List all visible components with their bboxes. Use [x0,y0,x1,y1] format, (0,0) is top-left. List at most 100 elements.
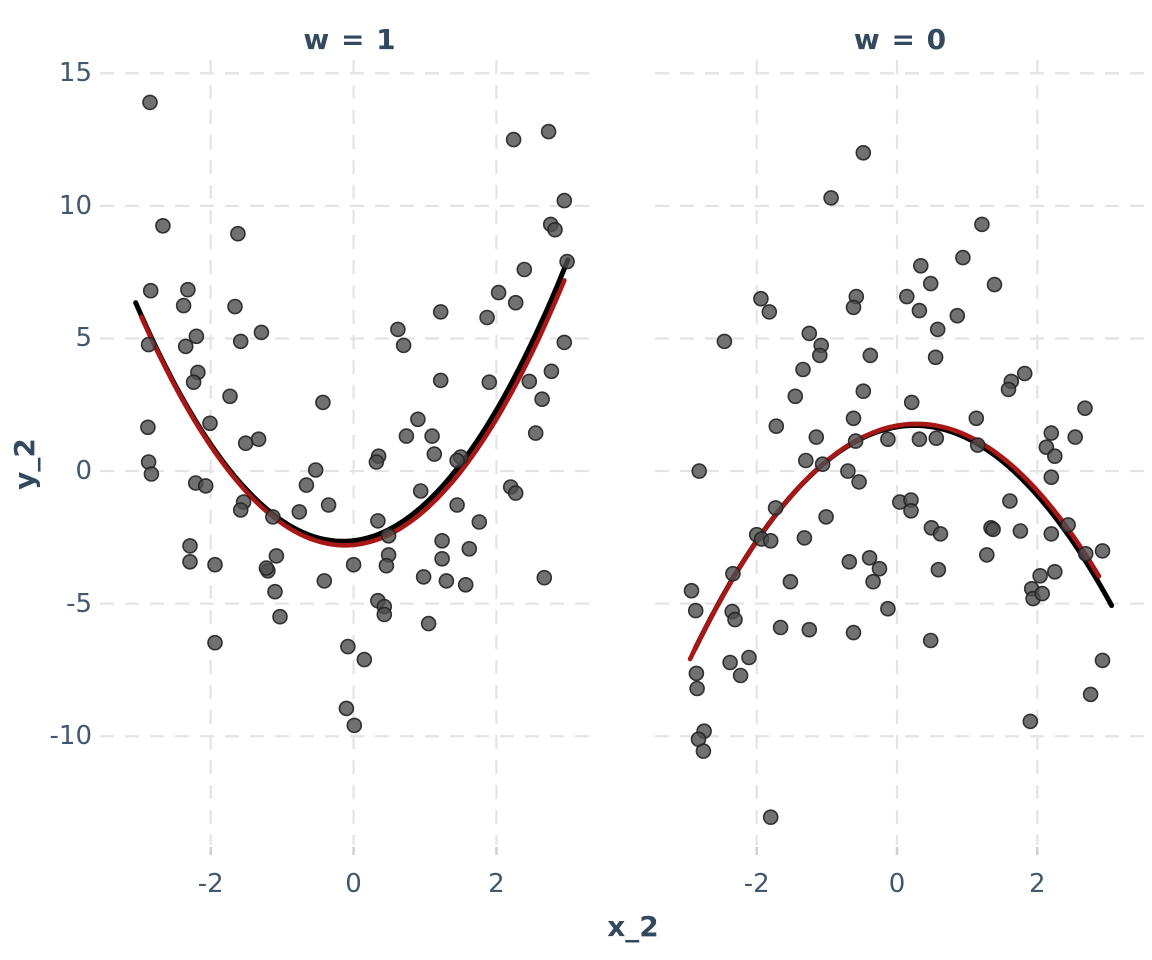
data-point [949,307,966,324]
data-point [142,282,159,299]
data-point [767,500,784,516]
data-point [267,583,283,600]
data-point [202,415,218,432]
data-point [232,333,249,350]
data-point [855,145,872,161]
data-point [395,337,412,354]
data-point [695,743,712,759]
facet-title-w0: w = 0 [853,23,948,56]
data-point [376,606,393,623]
data-point [390,321,406,338]
data-point [457,576,474,593]
data-point [507,485,524,501]
data-point [197,478,214,494]
data-point [272,608,288,625]
data-point [180,281,196,298]
data-point [787,388,804,405]
data-point [356,651,373,668]
data-point [380,527,397,544]
data-point [346,717,363,734]
data-point [175,297,192,314]
data-point [543,363,560,380]
data-point [232,502,249,518]
data-point [182,553,198,570]
truth-curve [133,257,571,544]
data-point [434,532,450,549]
data-point [182,538,198,554]
data-point [307,462,324,478]
data-point [185,374,202,391]
y-tick-label: 10 [58,190,92,221]
x-tick-label: 2 [1028,869,1046,899]
data-point [955,249,971,266]
data-point [687,602,704,619]
data-point [412,483,429,499]
data-point [1043,425,1060,441]
data-point [1012,523,1029,539]
data-point [368,454,385,470]
data-point [968,410,985,427]
x-tick-label: -2 [743,869,770,899]
data-point [808,429,825,445]
data-point [911,431,928,448]
data-point [1000,381,1017,398]
data-point [527,425,544,441]
data-point [823,190,839,206]
data-point [143,466,160,482]
data-point [471,514,488,530]
data-point [772,619,789,636]
data-point [253,324,270,341]
data-point [732,667,749,684]
data-point [516,261,533,278]
facet-title-w1: w = 1 [303,23,397,56]
data-point [315,394,331,411]
data-point [188,328,205,345]
y-tick-label: 5 [75,323,92,354]
data-point [912,258,929,274]
data-point [840,463,856,479]
data-point [985,521,1001,538]
data-point [801,325,818,342]
data-point [880,600,896,617]
data-point [930,561,947,578]
data-point [227,298,243,315]
data-point [1016,365,1033,382]
data-point [927,349,944,366]
data-point [1032,567,1048,584]
data-point [1046,563,1063,580]
data-point [490,284,507,301]
data-point [415,569,432,585]
data-point [865,573,881,590]
data-point [986,276,1003,293]
data-point [798,452,814,469]
data-point [250,431,267,448]
data-point [398,428,415,444]
data-point [978,547,995,563]
data-point [974,216,990,233]
x-axis-label: x_2 [607,910,659,943]
y-tick-label: 0 [75,456,92,487]
data-point [237,435,254,452]
data-point [556,334,573,351]
data-point [424,428,440,444]
data-point [521,373,538,390]
data-point [449,452,465,469]
data-point [847,433,864,449]
data-point [432,372,449,389]
data-point [505,131,522,148]
data-point [378,557,395,574]
facet-panel-w1 [100,60,600,855]
data-point [177,338,194,355]
x-tick-label: -2 [197,869,224,899]
data-point [316,573,333,589]
data-point [298,477,315,493]
data-point [855,383,872,400]
data-point [762,809,779,826]
data-point [461,540,478,557]
data-point [845,299,862,316]
facet-panel-w0 [655,60,1146,855]
data-point [559,253,575,270]
data-point [741,649,757,666]
data-point [534,391,550,408]
